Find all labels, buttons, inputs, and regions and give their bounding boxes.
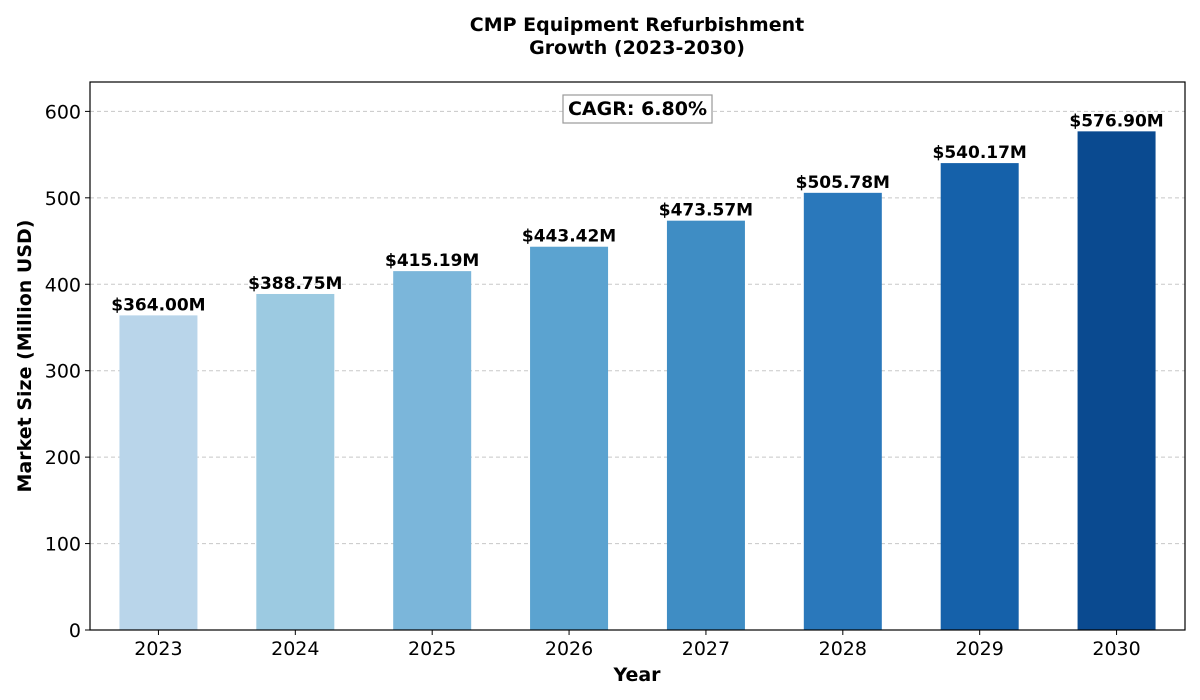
bars (119, 131, 1156, 631)
bar-2027 (666, 220, 745, 630)
bar-2023 (119, 315, 198, 630)
bar-2028 (803, 192, 882, 630)
cagr-text: CAGR: 6.80% (568, 98, 707, 120)
bar-2025 (393, 271, 472, 630)
y-axis-label: Market Size (Million USD) (14, 220, 36, 493)
x-tick-label: 2026 (545, 638, 593, 660)
y-tick-label: 0 (69, 620, 81, 642)
y-tick-label: 300 (45, 361, 81, 383)
data-label-2028: $505.78M (796, 173, 890, 193)
data-label-2026: $443.42M (522, 227, 616, 247)
cagr-annotation: CAGR: 6.80% (562, 94, 713, 124)
bar-2024 (256, 293, 335, 630)
chart-title-line-2: Growth (2023-2030) (529, 37, 745, 59)
x-tick-label: 2023 (134, 638, 182, 660)
data-label-2024: $388.75M (248, 274, 342, 294)
y-axis-ticks: 0 100 200 300 400 500 600 (45, 101, 90, 642)
y-tick-label: 500 (45, 188, 81, 210)
bar-2030 (1077, 131, 1156, 631)
y-tick-label: 600 (45, 101, 81, 123)
data-label-2027: $473.57M (659, 201, 753, 221)
bar-2029 (940, 163, 1019, 630)
y-tick-label: 100 (45, 534, 81, 556)
chart-title-line-1: CMP Equipment Refurbishment (470, 14, 804, 36)
gridlines (90, 110, 1185, 545)
data-label-2030: $576.90M (1069, 111, 1163, 131)
data-label-2025: $415.19M (385, 251, 479, 271)
x-axis-ticks: 2023 2024 2025 2026 2027 2028 2029 2030 (134, 630, 1141, 660)
data-label-2029: $540.17M (933, 143, 1027, 163)
x-tick-label: 2028 (819, 638, 867, 660)
x-tick-label: 2029 (956, 638, 1004, 660)
y-tick-label: 400 (45, 274, 81, 296)
y-tick-label: 200 (45, 447, 81, 469)
data-labels: $364.00M $388.75M $415.19M $443.42M $473.57M… (111, 111, 1163, 315)
cagr-box (562, 94, 713, 124)
plot-frame (89, 81, 1186, 631)
bar-2026 (530, 246, 609, 630)
data-label-2023: $364.00M (111, 295, 205, 315)
x-tick-label: 2025 (408, 638, 456, 660)
x-tick-label: 2024 (271, 638, 319, 660)
x-tick-label: 2027 (682, 638, 730, 660)
x-axis-label: Year (612, 664, 661, 686)
x-tick-label: 2030 (1092, 638, 1140, 660)
